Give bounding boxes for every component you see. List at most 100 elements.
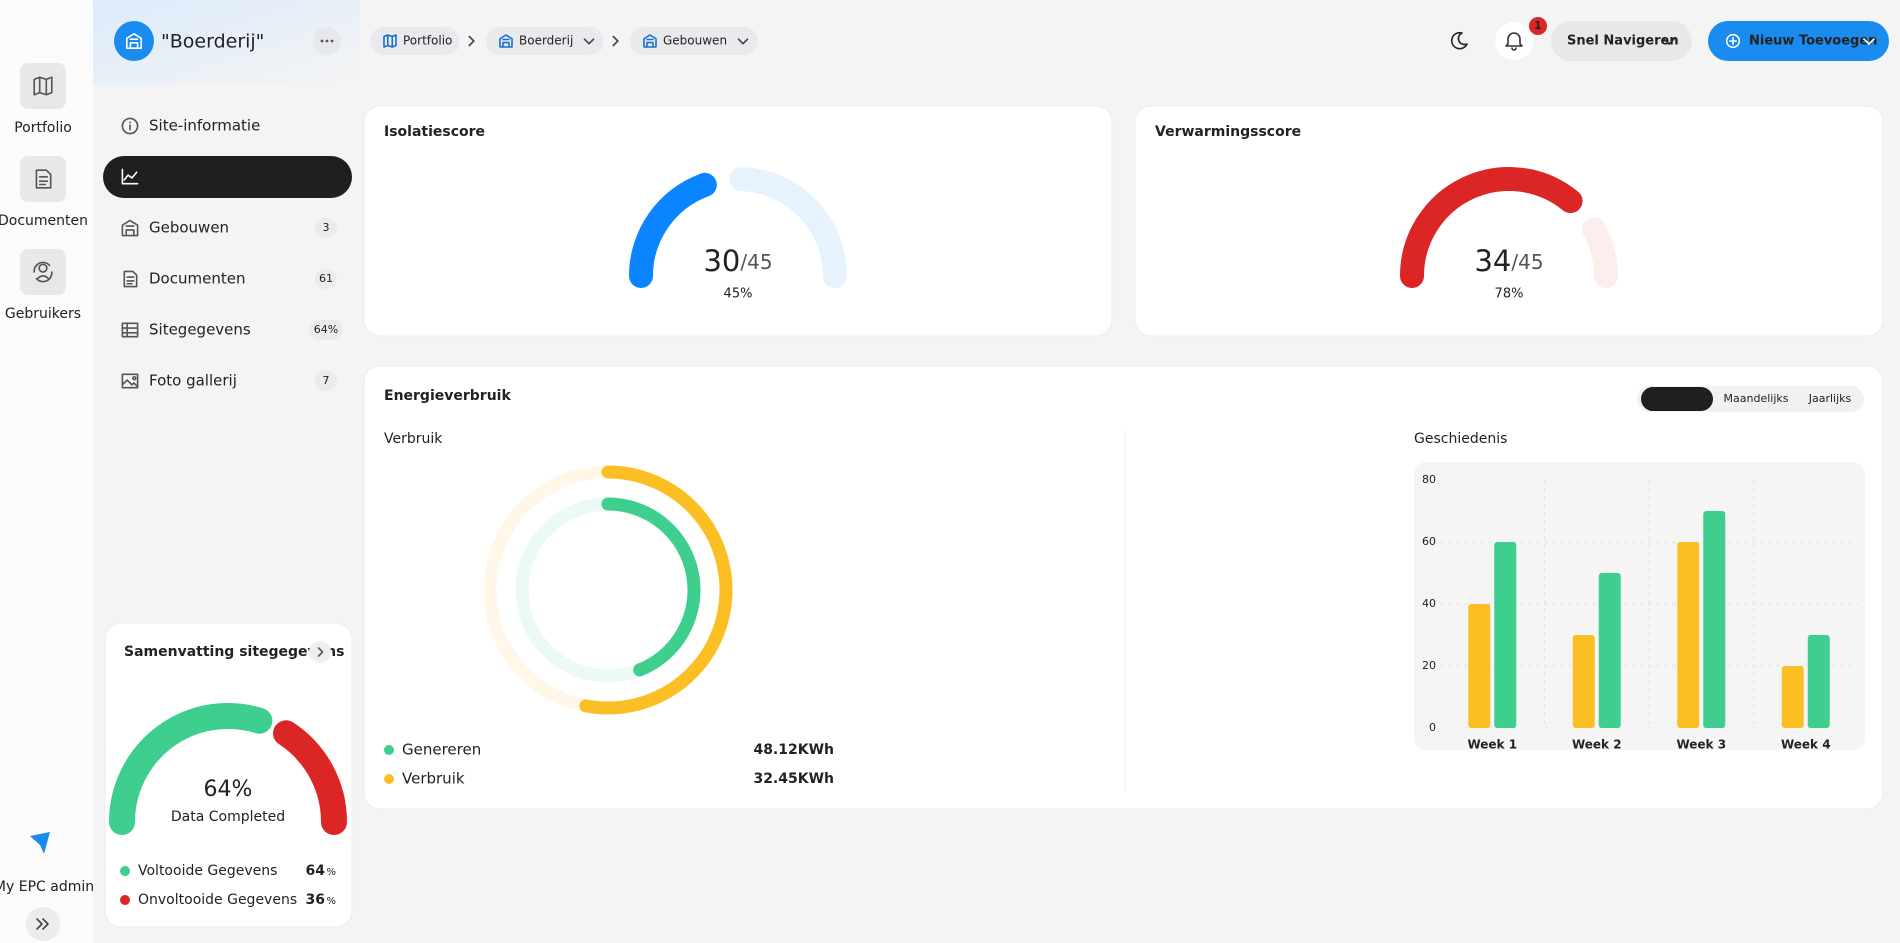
menu-badge-text: 3 [323, 221, 330, 234]
breadcrumb-label: Boerderij [519, 34, 573, 48]
bar [1677, 542, 1700, 728]
menu-label[interactable]: Sitegegevens [149, 321, 251, 339]
bar [1598, 573, 1621, 728]
icon [1451, 31, 1468, 50]
quick-nav[interactable] [1551, 21, 1692, 61]
y-tick-label: 40 [1422, 597, 1436, 610]
y-tick-label: 0 [1429, 721, 1436, 734]
icon [1863, 38, 1875, 45]
legend-dot [120, 866, 130, 876]
usage-value: 32.45KWh [753, 771, 834, 787]
menu-badge [309, 320, 343, 340]
rail-label: Gebruikers [5, 306, 81, 322]
menu-active[interactable] [103, 156, 352, 198]
icon [1505, 32, 1523, 51]
bar [1572, 635, 1595, 728]
menu-badge-text: 64% [314, 323, 338, 336]
site-avatar [114, 21, 154, 61]
icon [36, 918, 49, 930]
ring-arc [601, 497, 701, 677]
score-card [1134, 105, 1884, 337]
bar [1494, 542, 1517, 728]
y-tick-label: 80 [1422, 473, 1436, 486]
score-percent: 45% [724, 287, 753, 302]
ring-arc [579, 465, 733, 715]
score-value: 34 [1474, 244, 1511, 278]
y-tick-label: 20 [1422, 659, 1436, 672]
x-tick-label: Week 2 [1572, 738, 1622, 752]
menu-label[interactable]: Documenten [149, 270, 245, 288]
score-text: 34/45 [1474, 244, 1543, 278]
icon [643, 34, 657, 48]
summary-caption: Data Completed [171, 809, 285, 825]
menu-badge-text: 61 [319, 272, 333, 285]
summary-title: Samenvatting sitegegevens [124, 644, 344, 660]
period-label[interactable]: Maandelijks [1724, 392, 1789, 405]
period-active[interactable] [1641, 387, 1713, 411]
score-title: Verwarmingsscore [1155, 124, 1301, 140]
menu-label[interactable]: Site-informatie [149, 117, 260, 135]
rail-button[interactable] [20, 63, 66, 109]
gauge-value [1400, 167, 1583, 288]
expand-button[interactable] [26, 907, 60, 941]
score-max: /45 [1511, 250, 1543, 274]
breadcrumb[interactable] [630, 27, 758, 55]
site-title: "Boerderij" [161, 31, 264, 53]
menu-badge [315, 269, 337, 289]
legend-value: 64 [306, 863, 326, 879]
icon [468, 35, 475, 47]
legend-dot [120, 895, 130, 905]
bar [1703, 511, 1726, 728]
add-button[interactable] [1708, 21, 1889, 61]
notification-count: 1 [1534, 19, 1542, 32]
legend-name: Voltooide Gegevens [138, 863, 277, 879]
score-text: 30/45 [703, 244, 772, 278]
legend-unit: % [326, 867, 336, 878]
menu-label[interactable]: Site-analyse [149, 168, 241, 186]
breadcrumb-label: Gebouwen [663, 34, 727, 48]
icon [121, 168, 139, 185]
notifications[interactable] [1495, 22, 1533, 60]
icon [1725, 33, 1741, 49]
menu-label[interactable]: Gebouwen [149, 219, 229, 237]
gauge-track [1582, 217, 1618, 288]
period-label[interactable]: Wekelijks [1651, 392, 1702, 405]
icon [125, 32, 143, 50]
menu-badge [315, 371, 337, 391]
icon [33, 261, 53, 283]
rail [0, 0, 93, 943]
icon [317, 647, 324, 657]
breadcrumb[interactable] [486, 27, 604, 55]
add-button-label: Nieuw Toevoegen [1749, 34, 1877, 49]
dot [330, 39, 334, 43]
bar [1781, 666, 1804, 728]
chart-panel [1414, 462, 1865, 750]
usage-title: Verbruik [384, 431, 443, 447]
summary-open[interactable] [309, 641, 331, 663]
history-title: Geschiedenis [1414, 431, 1507, 447]
legend-dot [384, 774, 394, 784]
x-tick-label: Week 4 [1781, 738, 1831, 752]
icon [737, 38, 749, 45]
y-tick-label: 60 [1422, 535, 1436, 548]
summary-card [104, 622, 353, 928]
usage-value: 48.12KWh [753, 742, 834, 758]
legend-value: 36 [306, 892, 325, 908]
period-label[interactable]: Jaarlijks [1808, 392, 1852, 405]
icon [121, 373, 139, 389]
menu-badge [315, 218, 337, 238]
score-card [363, 105, 1113, 337]
icon [35, 169, 52, 189]
icon [33, 76, 53, 96]
energy-title: Energieverbruik [384, 388, 511, 404]
breadcrumb-label: Portfolio [403, 34, 452, 48]
menu-label[interactable]: Foto gallerij [149, 372, 237, 390]
menu-badge-text: 7 [323, 374, 330, 387]
x-tick-label: Week 3 [1676, 738, 1726, 752]
rail-button[interactable] [20, 156, 66, 202]
usage-name: Verbruik [402, 770, 465, 788]
quick-nav-label: Snel Navigeren [1567, 34, 1679, 49]
notification-badge [1529, 17, 1547, 35]
breadcrumb[interactable] [370, 27, 460, 55]
legend-name: Onvoltooide Gegevens [138, 892, 297, 908]
